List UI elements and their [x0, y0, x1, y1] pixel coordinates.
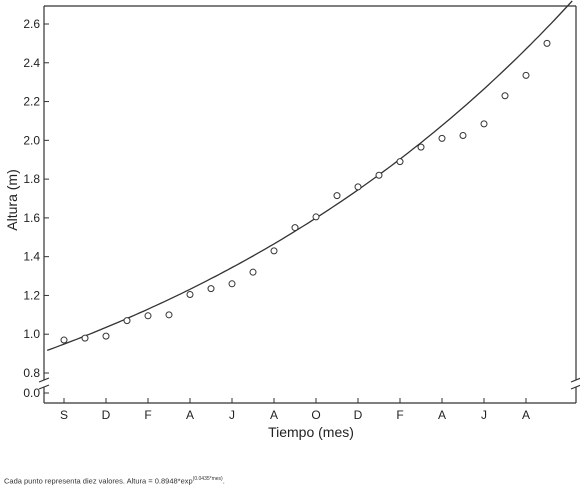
caption-suffix: .	[222, 476, 225, 486]
x-tick-label-2: F	[144, 408, 151, 422]
x-tick-label-1: D	[102, 408, 111, 422]
data-point-18	[438, 134, 446, 142]
x-tick-label-4: J	[229, 408, 235, 422]
data-point-12	[312, 213, 320, 221]
data-point-4	[144, 312, 152, 320]
data-point-19	[459, 131, 467, 139]
x-tick-label-10: J	[481, 408, 487, 422]
x-tick-label-7: D	[354, 408, 363, 422]
data-point-7	[207, 285, 215, 293]
fit-curve	[46, 0, 573, 352]
data-point-9	[249, 268, 257, 276]
y-tick-label-0: 0.0	[23, 386, 40, 400]
axis-break-right-1	[570, 377, 580, 383]
data-point-11	[291, 224, 299, 232]
data-point-5	[165, 311, 173, 319]
data-point-10	[270, 247, 278, 255]
data-point-20	[480, 120, 488, 128]
y-axis-ticks: 0.0 0.8 1.0 1.2 1.4 1.6 1.8 2.0 2.2 2.4 2.6	[23, 17, 49, 400]
x-axis-title: Tiempo (mes)	[268, 424, 354, 440]
data-point-15	[375, 171, 383, 179]
x-tick-label-11: A	[522, 408, 530, 422]
caption-exponent: (0.0435*mes)	[192, 476, 223, 482]
plot-frame	[38, 5, 580, 404]
y-tick-label-4: 1.4	[23, 250, 40, 264]
data-point-6	[186, 290, 194, 298]
y-axis-title: Altura (m)	[4, 169, 20, 230]
caption-text: Cada punto representa diez valores. Altu…	[4, 476, 193, 486]
x-tick-label-3: A	[186, 408, 194, 422]
y-tick-label-7: 2.0	[23, 133, 40, 147]
data-point-14	[354, 183, 362, 191]
axis-break-right-2	[570, 384, 580, 390]
y-tick-label-3: 1.2	[23, 288, 40, 302]
data-point-2	[102, 332, 110, 340]
x-tick-label-8: F	[396, 408, 403, 422]
fit-curve-layer	[46, 0, 573, 352]
figure-caption: Cada punto representa diez valores. Altu…	[4, 476, 225, 486]
data-points	[60, 39, 551, 344]
data-point-0	[60, 336, 68, 344]
x-tick-label-0: S	[60, 408, 68, 422]
y-tick-label-1: 0.8	[23, 366, 40, 380]
data-point-23	[543, 39, 551, 47]
data-point-22	[522, 71, 530, 79]
data-point-21	[501, 92, 509, 100]
data-point-1	[81, 334, 89, 342]
y-tick-label-6: 1.8	[23, 172, 40, 186]
data-point-8	[228, 280, 236, 288]
x-tick-label-5: A	[270, 408, 278, 422]
y-tick-label-2: 1.0	[23, 327, 40, 341]
data-point-17	[417, 143, 425, 151]
x-tick-label-6: O	[311, 408, 320, 422]
y-tick-label-8: 2.2	[23, 95, 40, 109]
axis-break-left-1	[38, 377, 50, 383]
y-tick-label-9: 2.4	[23, 56, 40, 70]
y-tick-label-10: 2.6	[23, 17, 40, 31]
data-point-13	[333, 192, 341, 200]
data-point-16	[396, 158, 404, 166]
data-point-3	[123, 317, 131, 325]
axis-break-left-2	[38, 384, 50, 390]
scatter-chart: 0.0 0.8 1.0 1.2 1.4 1.6 1.8 2.0 2.2 2.4 2.6 S D F A J A…	[4, 0, 580, 440]
x-tick-label-9: A	[438, 408, 446, 422]
y-tick-label-5: 1.6	[23, 211, 40, 225]
